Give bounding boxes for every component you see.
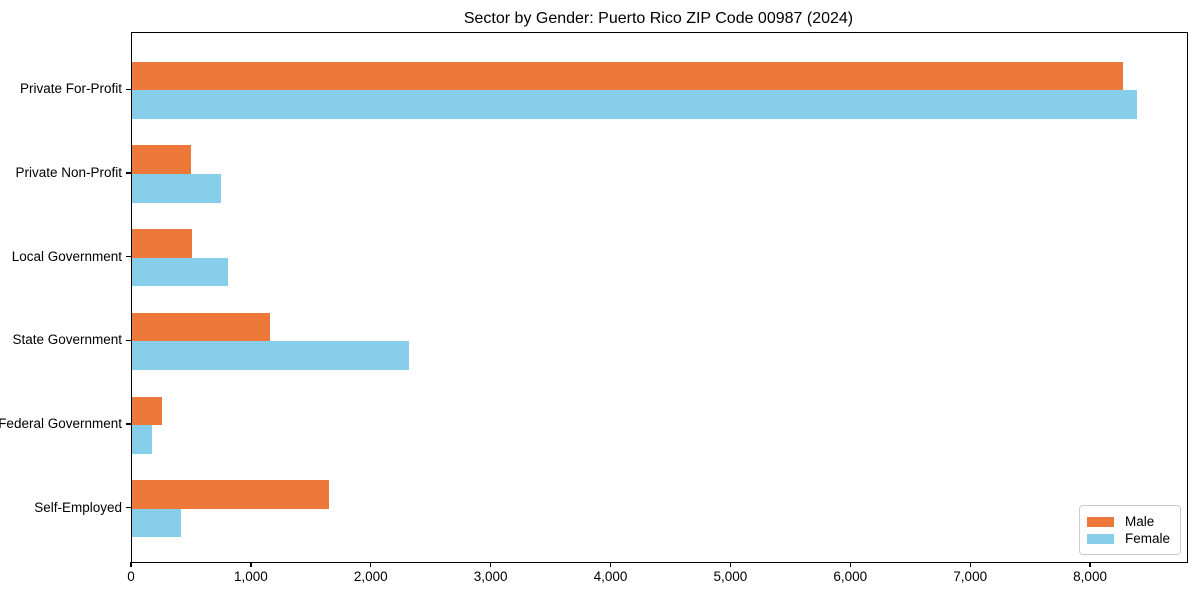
x-tick-label: 0 <box>127 569 135 584</box>
x-tick-label: 3,000 <box>473 569 508 584</box>
legend: Male Female <box>1078 505 1181 555</box>
legend-label: Female <box>1124 530 1170 546</box>
x-tick-mark <box>609 562 612 567</box>
x-tick-label: 6,000 <box>833 569 868 584</box>
bar-female-2 <box>132 257 228 287</box>
x-tick-label: 1,000 <box>233 569 268 584</box>
bar-female-0 <box>132 90 1137 119</box>
x-tick-label: 5,000 <box>713 569 748 584</box>
chart-title: Sector by Gender: Puerto Rico ZIP Code 0… <box>463 10 854 27</box>
y-tick-label: Private For-Profit <box>19 81 122 97</box>
legend-swatch-female <box>1086 533 1114 544</box>
x-tick-mark <box>969 562 971 567</box>
legend-item-male: Male <box>1086 513 1170 530</box>
bar-female-4 <box>132 425 152 454</box>
y-tick-mark <box>126 339 131 342</box>
x-tick-mark <box>489 562 492 567</box>
x-tick-mark <box>250 562 252 567</box>
x-tick-mark <box>849 562 851 567</box>
bar-male-0 <box>132 61 1124 91</box>
y-tick-label: Private Non-Profit <box>15 165 122 180</box>
x-tick-label: 2,000 <box>353 569 388 584</box>
bars-layer <box>132 33 1187 562</box>
x-tick-mark <box>130 562 132 567</box>
legend-item-female: Female <box>1086 530 1170 547</box>
x-tick-label: 4,000 <box>593 569 628 584</box>
y-tick-mark <box>126 172 131 174</box>
y-tick-mark <box>126 88 131 90</box>
y-tick-mark <box>126 256 131 258</box>
x-tick-mark <box>729 562 732 567</box>
bar-female-3 <box>132 341 409 370</box>
y-tick-label: Self-Employed <box>34 499 122 515</box>
x-tick-label: 8,000 <box>1073 569 1107 584</box>
bar-male-5 <box>132 480 329 509</box>
bar-female-1 <box>132 174 221 203</box>
legend-label: Male <box>1124 513 1155 529</box>
plot-area: Male Female <box>131 32 1188 563</box>
bar-female-5 <box>132 508 181 538</box>
y-tick-mark <box>126 507 131 509</box>
y-tick-label: Federal Government <box>0 416 122 432</box>
x-tick-label: 7,000 <box>953 569 988 584</box>
legend-swatch-male <box>1086 516 1114 527</box>
x-tick-mark <box>370 562 372 567</box>
bar-male-2 <box>132 229 192 258</box>
y-tick-mark <box>126 423 131 425</box>
bar-male-3 <box>132 312 270 342</box>
x-tick-mark <box>1089 562 1091 567</box>
y-tick-label: Local Government <box>11 248 122 264</box>
bar-male-4 <box>132 396 162 426</box>
bar-male-1 <box>132 145 191 174</box>
y-tick-label: State Government <box>12 332 122 348</box>
